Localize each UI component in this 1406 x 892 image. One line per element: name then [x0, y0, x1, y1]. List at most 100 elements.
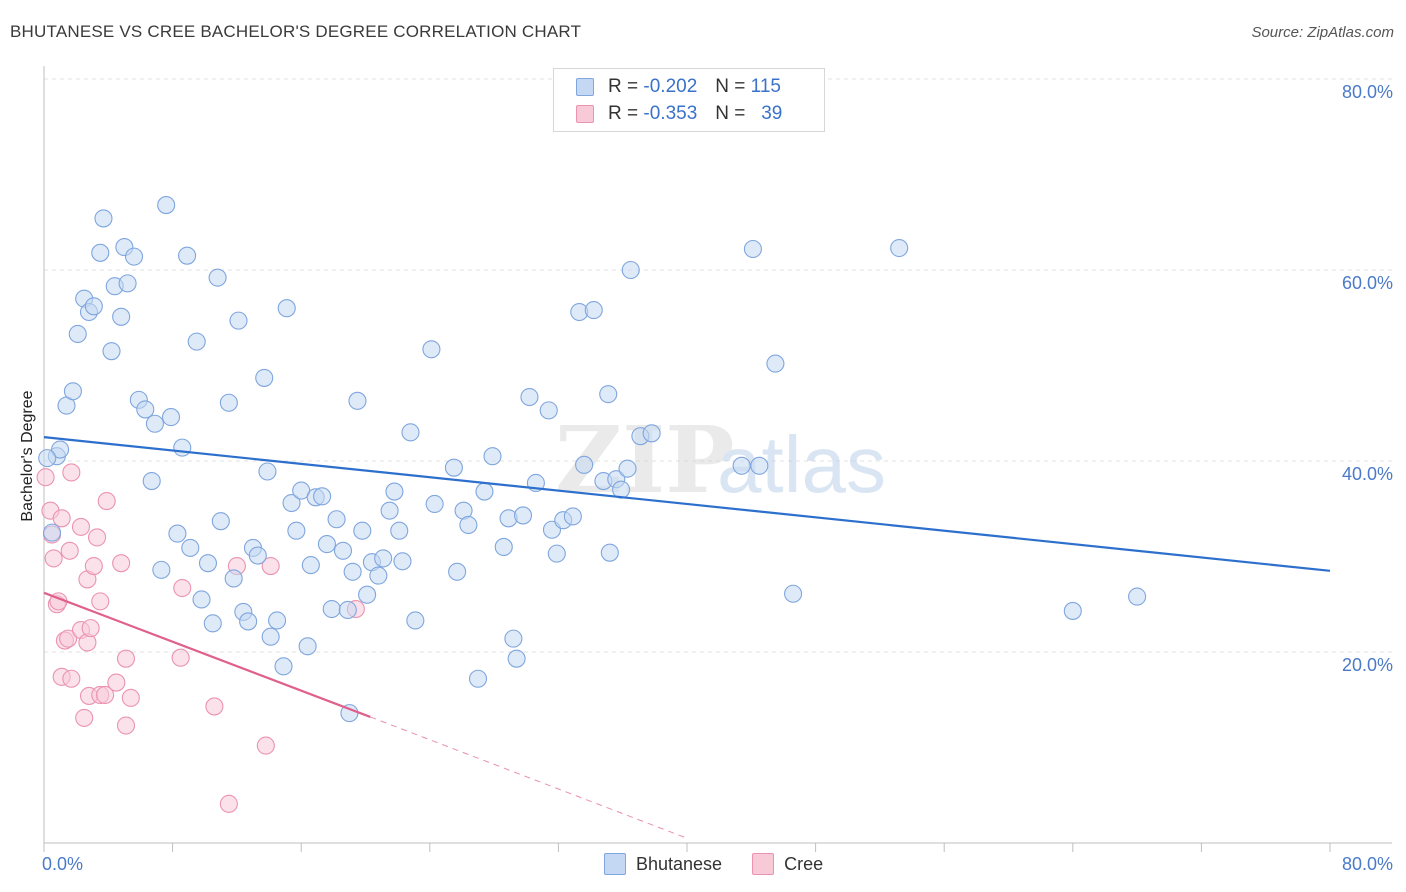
- bhutanese-swatch: [576, 78, 594, 96]
- cree-point: [84, 556, 103, 576]
- bhutanese-point: [504, 629, 523, 648]
- bhutanese-point: [248, 546, 267, 565]
- y-tick-label: 80.0%: [1342, 82, 1393, 102]
- bhutanese-point: [313, 487, 332, 506]
- bhutanese-point: [258, 462, 277, 481]
- legend-row-bhutanese: R = -0.202 N = 115: [576, 76, 781, 98]
- bhutanese-point: [513, 506, 533, 525]
- bhutanese-point: [102, 342, 121, 361]
- bhutanese-point: [890, 238, 909, 258]
- y-tick-label: 60.0%: [1342, 273, 1393, 293]
- legend-row-cree: R = -0.353 N = 39: [576, 103, 782, 125]
- bhutanese-point: [743, 239, 762, 259]
- bhutanese-point: [425, 494, 444, 514]
- cree-point: [107, 673, 126, 692]
- x-tick-label: 80.0%: [1342, 854, 1393, 874]
- bhutanese-point: [468, 669, 488, 688]
- bhutanese-point: [507, 649, 526, 668]
- bhutanese-point: [338, 600, 357, 620]
- cree-point: [62, 669, 81, 688]
- cree-point: [173, 578, 192, 598]
- tick-labels: 20.0% 40.0% 60.0% 80.0% 0.0% 80.0%: [42, 82, 1393, 874]
- cree-point: [219, 794, 238, 813]
- bhutanese-point: [255, 368, 274, 387]
- bhutanese-point: [353, 521, 372, 540]
- bhutanese-point: [181, 538, 200, 557]
- bhutanese-point: [192, 590, 211, 609]
- bhutanese-point: [1128, 587, 1147, 606]
- cree-point: [52, 509, 71, 528]
- bhutanese-point: [333, 541, 353, 560]
- bhutanese-point: [584, 301, 603, 320]
- bhutanese-point: [393, 552, 412, 571]
- cree-point: [62, 463, 81, 482]
- cree-trend-line: [43, 591, 371, 718]
- bhutanese-point: [358, 585, 377, 604]
- bhutanese-point: [475, 482, 494, 501]
- bhutanese-point: [600, 543, 619, 562]
- bhutanese-point: [42, 523, 62, 542]
- legend-r-label: R =: [608, 76, 639, 97]
- series-legend: Bhutanese Cree: [604, 853, 853, 875]
- bhutanese-point: [784, 584, 803, 603]
- bhutanese-trend-line: [43, 436, 1331, 572]
- bhutanese-point: [343, 562, 362, 581]
- legend-item-cree: Cree: [752, 853, 823, 875]
- legend-label-bhutanese: Bhutanese: [636, 853, 723, 874]
- bhutanese-point: [621, 260, 640, 280]
- bhutanese-point: [385, 482, 404, 501]
- bhutanese-point: [732, 456, 751, 475]
- bhutanese-point: [348, 391, 367, 410]
- cree-point: [112, 554, 131, 573]
- bhutanese-point: [539, 401, 558, 420]
- bhutanese-point: [618, 459, 637, 478]
- bhutanese-point: [483, 447, 502, 466]
- bhutanese-point: [157, 196, 176, 215]
- bhutanese-point: [91, 243, 110, 262]
- bhutanese-point: [520, 387, 539, 407]
- bhutanese-point: [287, 521, 306, 540]
- bhutanese-point: [547, 544, 566, 563]
- bhutanese-points: [38, 196, 1147, 723]
- bhutanese-point: [224, 569, 243, 588]
- bhutanese-point: [298, 637, 317, 656]
- bhutanese-point: [406, 611, 425, 630]
- correlation-legend: R = -0.202 N = 115 R = -0.353 N = 39: [553, 68, 825, 132]
- watermark: ZIP atlas: [555, 406, 886, 514]
- cree-point: [205, 697, 224, 716]
- bhutanese-point: [136, 400, 155, 419]
- legend-r-value: -0.353: [643, 103, 698, 124]
- bhutanese-point: [211, 512, 230, 531]
- bhutanese-point: [374, 549, 393, 568]
- bhutanese-point: [444, 458, 463, 477]
- legend-label-cree: Cree: [784, 853, 824, 874]
- bhutanese-point: [380, 501, 399, 520]
- bhutanese-point: [94, 209, 113, 228]
- bhutanese-point: [317, 535, 336, 554]
- cree-point: [256, 736, 275, 755]
- cree-point: [91, 592, 110, 611]
- bhutanese-point: [766, 354, 785, 373]
- bhutanese-point: [239, 612, 258, 631]
- y-tick-label: 20.0%: [1342, 655, 1393, 675]
- legend-n-value: 39: [761, 103, 783, 124]
- bhutanese-point: [229, 311, 248, 330]
- bhutanese-point: [161, 408, 181, 427]
- bhutanese-point: [145, 414, 164, 433]
- chart-title: BHUTANESE VS CREE BACHELOR'S DEGREE CORR…: [10, 22, 582, 41]
- bhutanese-point: [268, 611, 287, 630]
- bhutanese-point: [642, 424, 661, 443]
- bhutanese-point: [301, 556, 320, 575]
- legend-n-label: N =: [715, 76, 746, 97]
- bhutanese-point: [84, 297, 103, 316]
- bhutanese-point: [369, 566, 388, 585]
- cree-point: [121, 688, 140, 707]
- cree-point: [171, 648, 190, 667]
- cree-swatch: [576, 105, 594, 123]
- grid-lines: [44, 78, 1392, 653]
- bhutanese-swatch: [604, 853, 626, 875]
- bhutanese-point: [173, 438, 192, 457]
- bhutanese-point: [208, 268, 227, 287]
- trend-lines: [43, 436, 1331, 839]
